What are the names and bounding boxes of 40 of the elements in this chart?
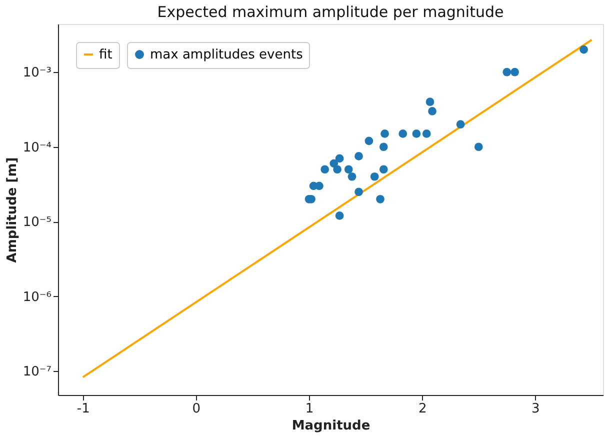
point — [428, 107, 436, 116]
point — [376, 194, 384, 204]
y-tick-label: 10⁻³ — [22, 66, 52, 81]
point — [379, 142, 388, 152]
x-tick-label: 3 — [532, 402, 540, 416]
point — [412, 130, 421, 138]
point — [335, 212, 344, 220]
y-tick-label: 10⁻⁷ — [22, 364, 52, 380]
point — [348, 172, 356, 181]
point — [422, 130, 431, 138]
legend-label: max amplitudes events — [150, 48, 304, 62]
point — [364, 136, 374, 146]
point — [335, 154, 344, 163]
point — [510, 68, 519, 76]
point — [580, 45, 588, 54]
point — [354, 152, 363, 160]
x-axis-title: Magnitude — [292, 418, 370, 434]
point — [398, 130, 408, 138]
y-tick-label: 10⁻⁶ — [22, 290, 52, 305]
x-tick-label: 2 — [418, 402, 427, 416]
point — [426, 98, 434, 106]
legend-label: fit — [99, 48, 112, 62]
point — [354, 188, 363, 196]
point — [379, 165, 388, 174]
point — [333, 165, 342, 174]
point — [502, 68, 512, 76]
x-tick-label: 1 — [305, 402, 314, 416]
point — [474, 142, 483, 152]
chart-title: Expected maximum amplitude per magnitude — [157, 3, 504, 21]
point — [320, 165, 330, 174]
y-axis-title: Amplitude [m] — [4, 157, 20, 263]
x-tick-label: 0 — [192, 402, 201, 416]
point — [344, 165, 353, 174]
point — [370, 172, 379, 181]
x-tick-label: -1 — [76, 402, 90, 416]
point — [380, 130, 389, 138]
point — [456, 120, 465, 129]
y-tick-label: 10⁻⁵ — [22, 215, 52, 230]
point — [315, 182, 324, 190]
y-tick-label: 10⁻⁴ — [22, 140, 52, 156]
